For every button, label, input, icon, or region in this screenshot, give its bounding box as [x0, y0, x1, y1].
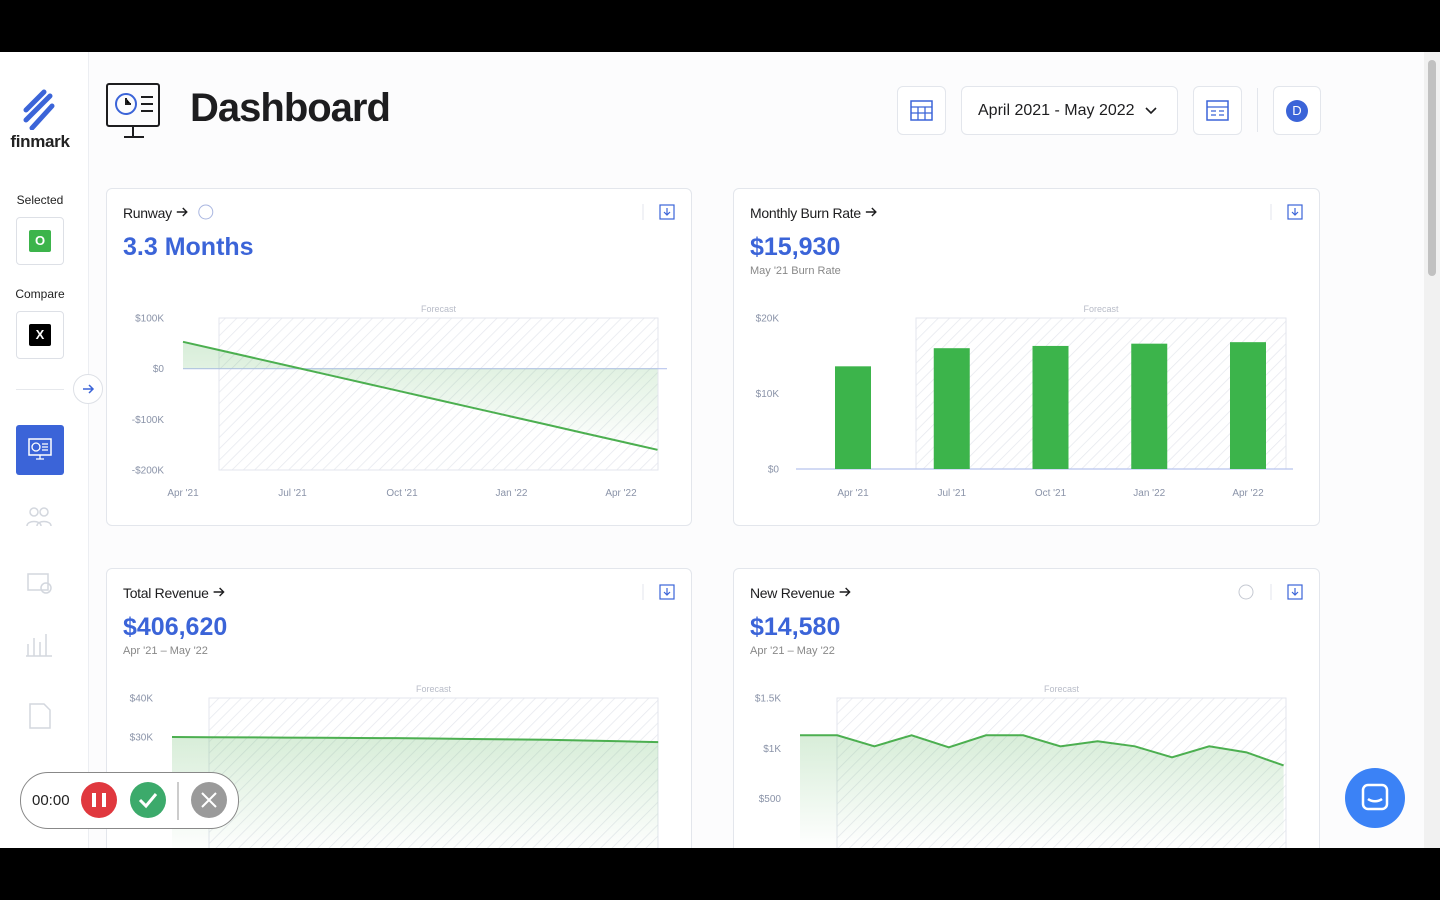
user-button[interactable]: D — [1273, 86, 1321, 135]
logo-icon — [23, 89, 55, 130]
separator — [1257, 88, 1258, 132]
card-title[interactable]: New Revenue — [750, 585, 835, 601]
page-icon — [106, 83, 160, 138]
compare-badge: X — [29, 324, 51, 346]
card-title[interactable]: Runway — [123, 205, 172, 221]
card-title[interactable]: Total Revenue — [123, 585, 209, 601]
card-burn-rate: Monthly Burn Rate $15,930 May '21 Burn R… — [733, 188, 1320, 526]
report-button[interactable] — [1193, 86, 1242, 135]
divider — [16, 389, 64, 390]
card-subtitle: Apr '21 – May '22 — [123, 645, 208, 657]
date-range-dropdown[interactable]: April 2021 - May 2022 — [961, 86, 1178, 135]
scrollbar[interactable] — [1424, 52, 1440, 848]
chat-icon — [1361, 783, 1389, 811]
sidebar: finmark Selected O Compare X — [0, 52, 89, 848]
arrow-icon — [83, 384, 95, 394]
table-icon — [910, 100, 933, 121]
recorder-controls[interactable] — [81, 782, 231, 820]
recorder: 00:00 — [20, 772, 239, 829]
logo-text: finmark — [10, 132, 70, 151]
selected-badge: O — [29, 230, 51, 252]
date-range: April 2021 - May 2022 — [978, 102, 1135, 119]
sidebar-toggle[interactable] — [73, 374, 103, 404]
card-value: 3.3 Months — [123, 233, 254, 261]
page-title: Dashboard — [190, 86, 391, 130]
nav-icon — [28, 438, 52, 460]
selected-label: Selected — [16, 193, 64, 207]
timer: 00:00 — [32, 792, 70, 809]
compare-label: Compare — [15, 287, 65, 301]
card-subtitle: Apr '21 – May '22 — [750, 645, 835, 657]
nav-dashboard[interactable] — [16, 425, 64, 475]
card-runway: Runway 3.3 Months — [106, 188, 692, 526]
card-value: $406,620 — [123, 613, 228, 641]
chat-button[interactable] — [1345, 768, 1405, 828]
selected-box[interactable]: O — [16, 217, 64, 265]
report-icon — [1206, 100, 1229, 121]
letterbox-bottom — [0, 848, 1440, 900]
card-value: $15,930 — [750, 233, 841, 261]
nav-icons — [26, 507, 52, 729]
letterbox-top — [0, 0, 1440, 52]
card-subtitle: May '21 Burn Rate — [750, 265, 841, 277]
table-button[interactable] — [897, 86, 946, 135]
compare-box[interactable]: X — [16, 311, 64, 359]
card-title[interactable]: Monthly Burn Rate — [750, 205, 861, 221]
chevron — [1145, 107, 1157, 115]
scroll-thumb[interactable] — [1428, 60, 1436, 276]
avatar: D — [1286, 100, 1308, 122]
card-value: $14,580 — [750, 613, 841, 641]
